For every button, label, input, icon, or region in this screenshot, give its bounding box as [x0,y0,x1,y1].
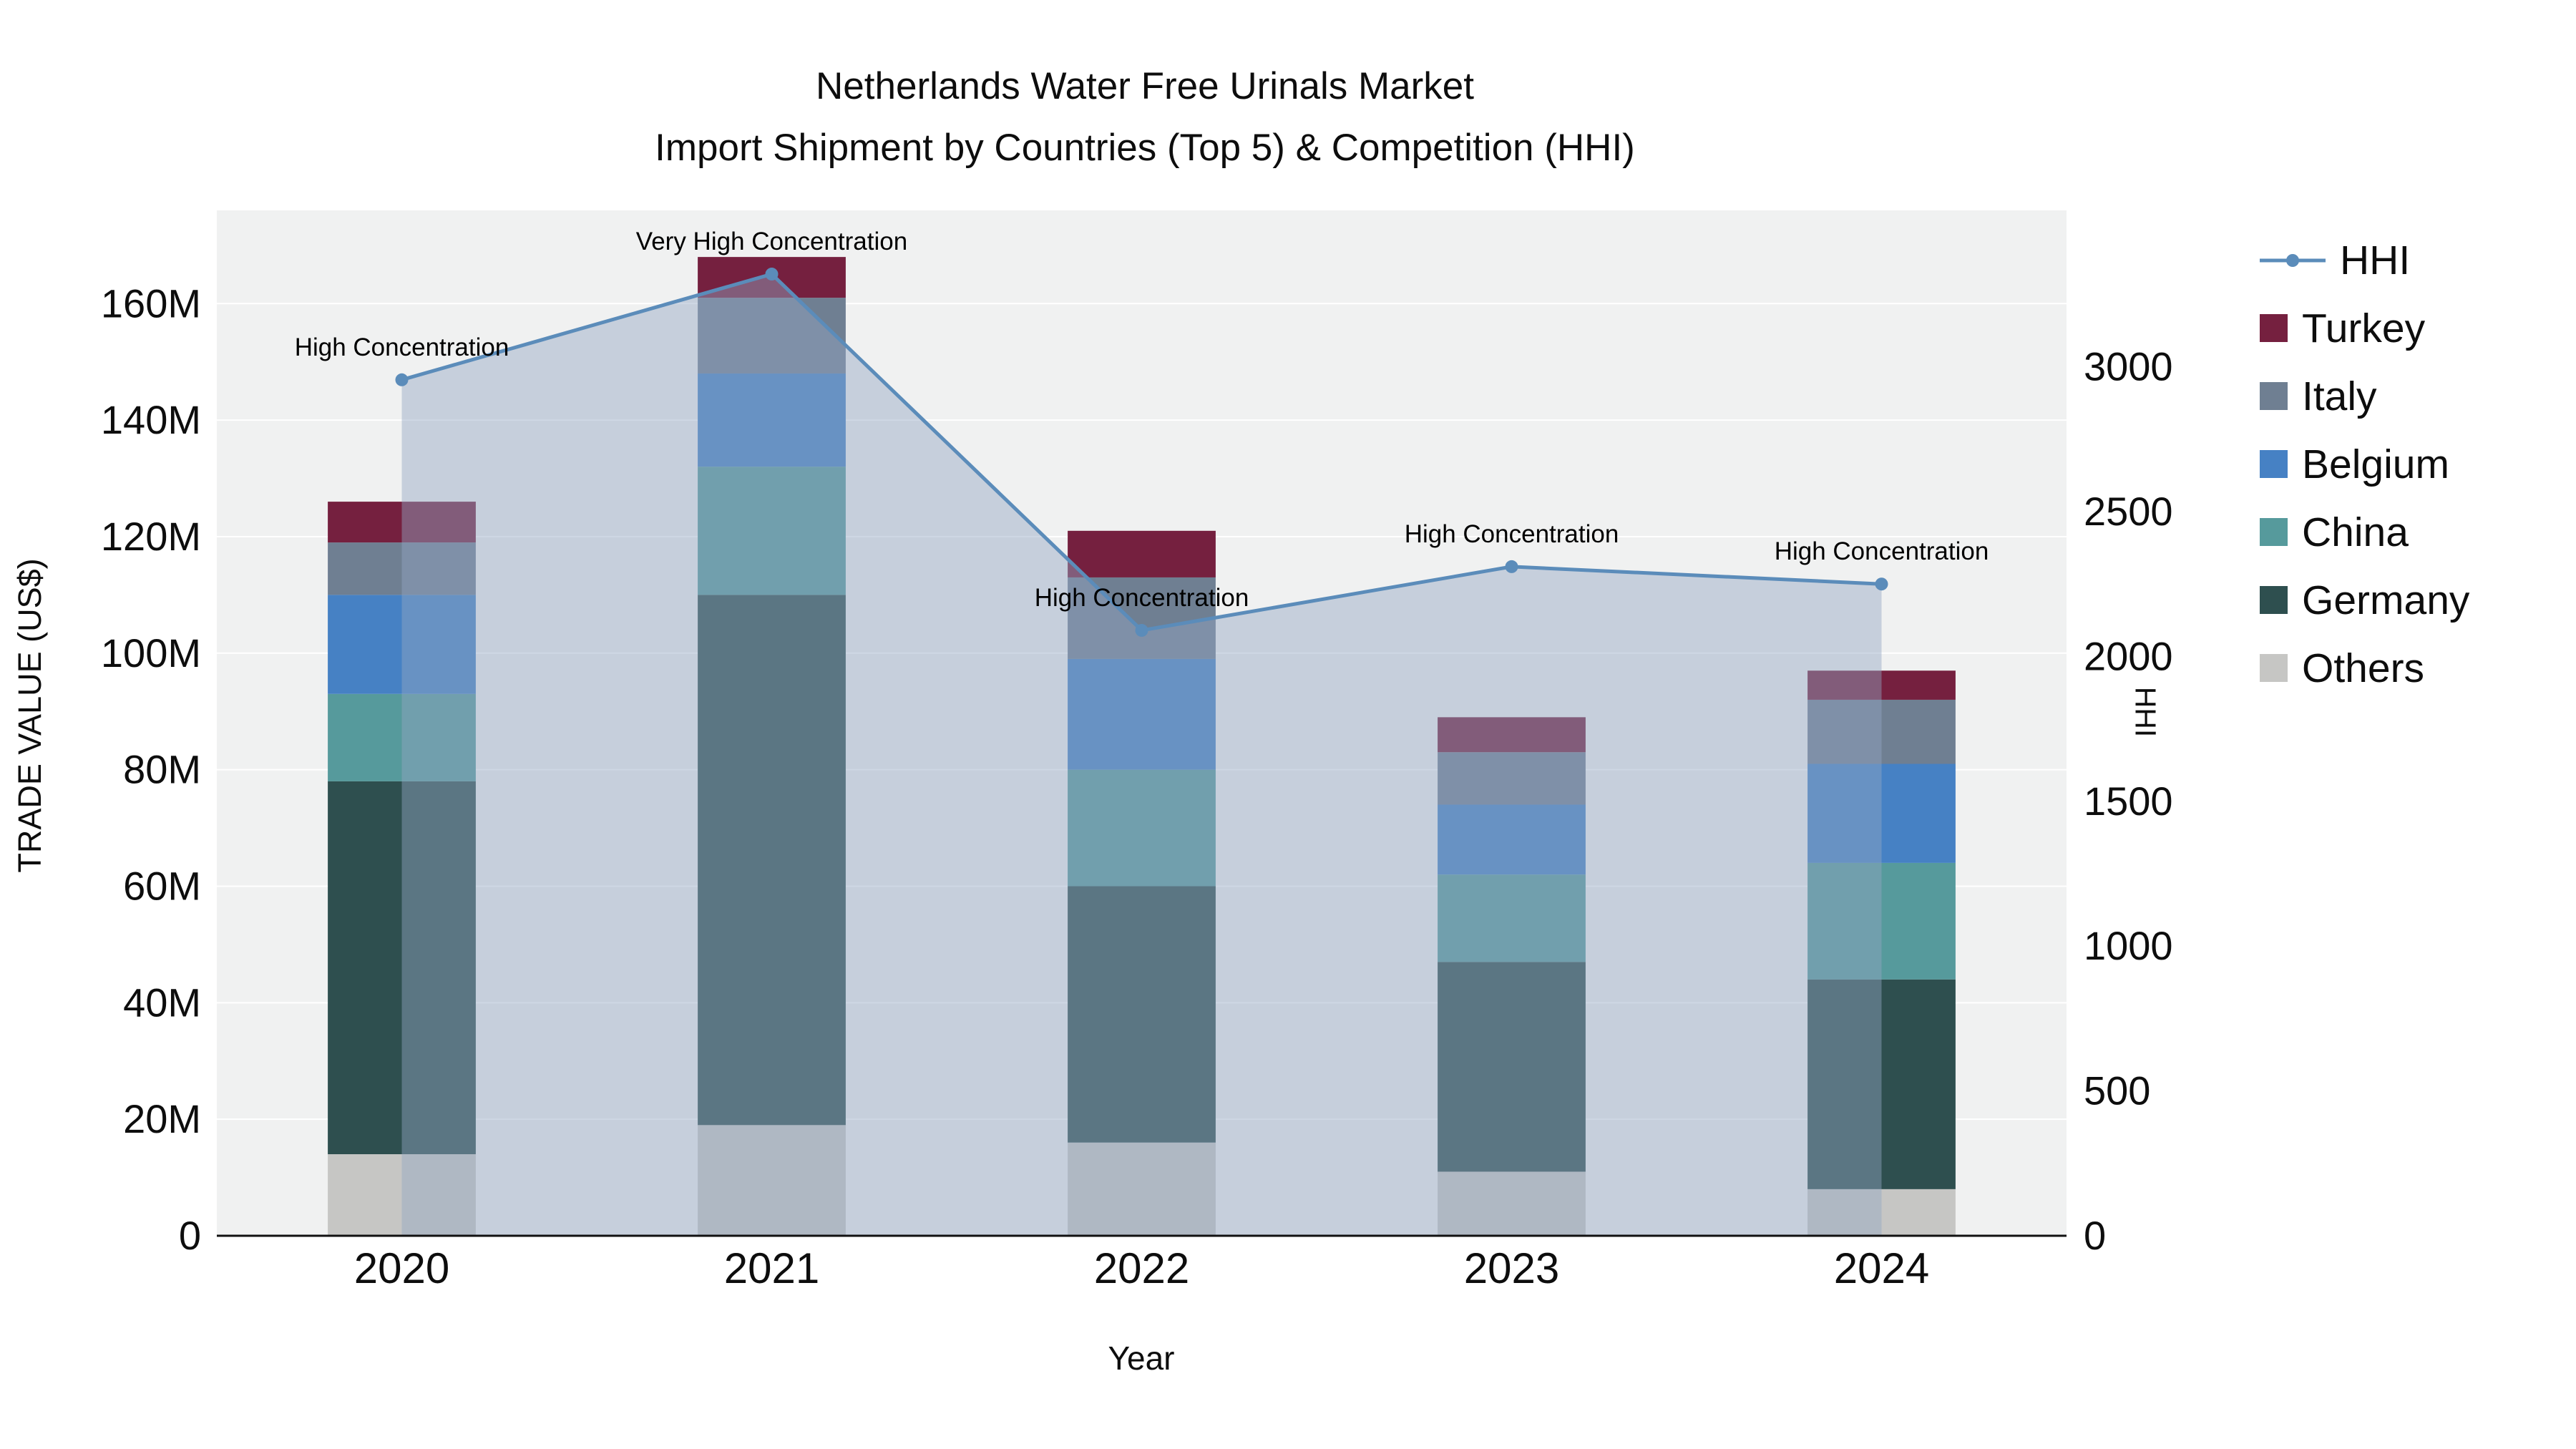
bar-segment-germany-2024 [1807,979,1956,1189]
x-axis-title: Year [1108,1340,1175,1377]
bar-segment-china-2022 [1068,769,1216,887]
bar-segment-germany-2021 [698,595,846,1126]
legend-item-others[interactable]: Others [2260,634,2469,702]
bar-segment-others-2023 [1438,1171,1586,1236]
y-left-tick-label: 120M [101,514,201,559]
y-left-tick-label: 80M [123,747,201,792]
y-right-tick-label: 3000 [2084,344,2173,389]
hhi-marker-2024 [1875,577,1888,591]
hhi-marker-2022 [1135,623,1148,637]
bar-segment-china-2021 [698,467,846,595]
hhi-marker-2021 [765,268,779,281]
x-tick-label: 2024 [1834,1244,1929,1292]
x-tick-label: 2023 [1464,1244,1559,1292]
y-left-tick-label: 140M [101,397,201,442]
annotation-2020: High Concentration [295,333,509,361]
annotation-2024: High Concentration [1775,537,1989,565]
hhi-marker-2023 [1505,560,1518,573]
bar-segment-belgium-2021 [698,373,846,467]
hhi-area-fill [401,274,1882,1236]
chart-title-line1: Netherlands Water Free Urinals Market [816,65,1474,107]
legend-item-germany[interactable]: Germany [2260,566,2469,634]
y-right-tick-label: 2500 [2084,489,2173,534]
y-left-tick-label: 160M [101,280,201,326]
italy-swatch-icon [2260,382,2288,410]
bar-segment-turkey-2022 [1068,530,1216,577]
turkey-swatch-icon [2260,314,2288,342]
y-left-tick-label: 40M [123,980,201,1025]
legend-item-turkey[interactable]: Turkey [2260,294,2469,362]
legend-label: Germany [2302,577,2470,623]
y-left-tick-label: 20M [123,1096,201,1141]
legend-label: Others [2302,645,2425,691]
legend-label: Turkey [2302,305,2426,351]
annotation-2022: High Concentration [1035,584,1249,612]
bar-segment-china-2024 [1807,862,1956,980]
y-left-tick-label: 0 [179,1213,201,1258]
bar-segment-italy-2020 [328,542,476,595]
germany-swatch-icon [2260,586,2288,614]
hhi-line-icon [2260,253,2326,267]
y-axis-right-title: HHI [2129,686,2162,738]
bar-segment-germany-2020 [328,781,476,1155]
y-right-tick-label: 500 [2084,1068,2150,1113]
bar-segment-turkey-2023 [1438,717,1586,753]
bar-segment-belgium-2020 [328,595,476,694]
bar-segment-belgium-2023 [1438,804,1586,875]
others-swatch-icon [2260,654,2288,682]
y-right-tick-label: 1000 [2084,923,2173,968]
chart-title-line2: Import Shipment by Countries (Top 5) & C… [655,126,1635,169]
bar-segment-belgium-2024 [1807,763,1956,863]
y-right-tick-label: 0 [2084,1213,2106,1258]
y-left-tick-label: 100M [101,630,201,675]
legend-label: HHI [2340,237,2411,283]
legend-item-hhi[interactable]: HHI [2260,226,2469,294]
legend-item-italy[interactable]: Italy [2260,362,2469,430]
bar-segment-italy-2022 [1068,577,1216,659]
bar-segment-china-2023 [1438,874,1586,962]
legend-item-china[interactable]: China [2260,498,2469,566]
bar-segment-china-2020 [328,693,476,781]
china-swatch-icon [2260,518,2288,546]
bar-segment-germany-2022 [1068,886,1216,1143]
legend-label: China [2302,509,2409,555]
legend-item-belgium[interactable]: Belgium [2260,430,2469,498]
bar-segment-others-2021 [698,1125,846,1236]
y-axis-left-title: TRADE VALUE (US$) [11,558,48,873]
annotation-2023: High Concentration [1405,520,1619,548]
bar-segment-others-2022 [1068,1142,1216,1236]
bar-segment-others-2020 [328,1154,476,1236]
bar-segment-germany-2023 [1438,962,1586,1172]
x-tick-label: 2022 [1094,1244,1189,1292]
bar-segment-italy-2024 [1807,699,1956,764]
bar-segment-turkey-2024 [1807,670,1956,700]
bar-segment-italy-2021 [698,298,846,374]
y-left-tick-label: 60M [123,863,201,908]
legend: HHI Turkey Italy Belgium China Germany Others [2260,226,2469,702]
hhi-marker-2020 [395,373,409,386]
y-right-tick-label: 1500 [2084,779,2173,824]
bar-segment-italy-2023 [1438,752,1586,805]
x-tick-label: 2021 [724,1244,819,1292]
legend-label: Italy [2302,373,2377,419]
bar-segment-belgium-2022 [1068,658,1216,770]
bar-segment-others-2024 [1807,1189,1956,1236]
legend-label: Belgium [2302,441,2449,487]
chart-title: Netherlands Water Free Urinals Market Im… [286,56,2004,179]
bar-segment-turkey-2020 [328,502,476,543]
annotation-2021: Very High Concentration [636,228,907,255]
belgium-swatch-icon [2260,450,2288,478]
x-tick-label: 2020 [354,1244,449,1292]
y-right-tick-label: 2000 [2084,633,2173,678]
